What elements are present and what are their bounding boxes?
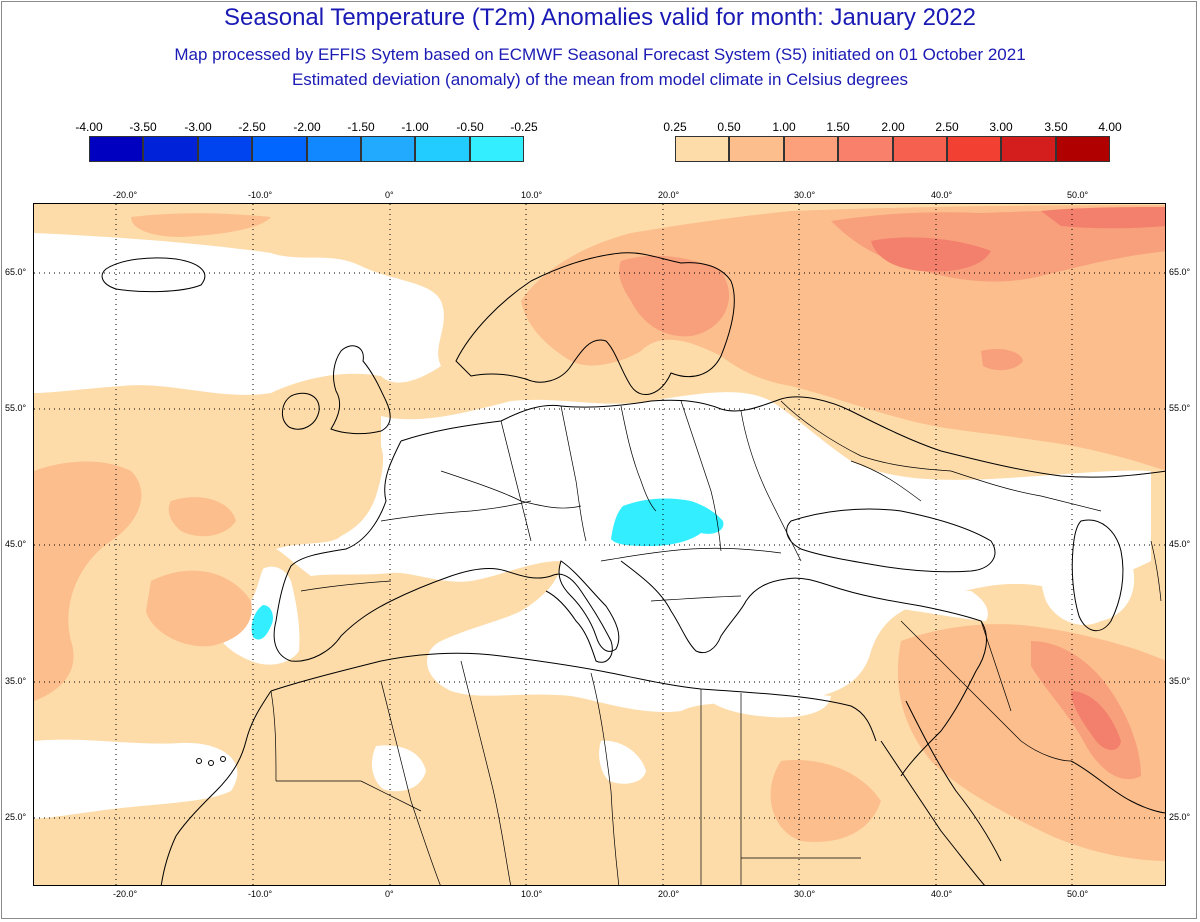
borders [270, 400, 1162, 885]
lon-label-bottom: -20.0° [113, 889, 138, 899]
lat-label-left: 45.0° [5, 539, 27, 549]
legend-cold-swatch [307, 136, 361, 162]
legend-cold-label: -2.50 [238, 120, 266, 134]
anomaly-neg-0-25-portugal [251, 605, 274, 640]
anomaly-0-5-mid-atlantic [168, 497, 236, 537]
lat-label-right: 35.0° [1169, 676, 1191, 686]
legend-warm-swatch [1001, 136, 1056, 162]
anomaly-0-5-iberia [146, 570, 252, 647]
legend-warm-swatch [729, 136, 784, 162]
legend-cold-label: -4.00 [75, 120, 103, 134]
lon-label-top: 20.0° [658, 190, 680, 200]
lon-label-top: 0° [385, 190, 394, 200]
lat-label-left: 25.0° [5, 812, 27, 822]
legend-cold-swatch [198, 136, 252, 162]
neutral-zone-atlantic-south [34, 739, 238, 819]
legend-cold-label: -2.00 [293, 120, 321, 134]
legend-cold-swatch [143, 136, 198, 162]
anomaly-1-0-finland [619, 255, 730, 337]
legend-cold-swatch [252, 136, 307, 162]
legend-cold-label: -0.50 [456, 120, 484, 134]
anomaly-neg-0-25-hungary [611, 498, 724, 546]
legend-cold-label: -3.00 [184, 120, 212, 134]
coastlines [101, 252, 1165, 885]
lat-label-left: 65.0° [5, 267, 27, 277]
lat-label-right: 55.0° [1169, 403, 1191, 413]
legend-warm-swatch [675, 136, 729, 162]
lat-label-left: 35.0° [5, 676, 27, 686]
legend-warm-label: 2.00 [881, 120, 905, 134]
legend-warm-label: 3.50 [1044, 120, 1068, 134]
map-title: Seasonal Temperature (T2m) Anomalies val… [224, 4, 976, 31]
neutral-zone-iceland [92, 258, 208, 296]
lon-label-top: 10.0° [521, 190, 543, 200]
lon-label-bottom: 30.0° [794, 889, 816, 899]
legend-warm-label: 0.25 [663, 120, 687, 134]
anomaly-0-5-atlantic-west [34, 461, 142, 701]
lat-label-left: 55.0° [5, 403, 27, 413]
legend-cold-swatch [89, 136, 143, 162]
legend-warm-label: 0.50 [717, 120, 741, 134]
anomaly-1-5-iran [1071, 691, 1121, 750]
legend-cold-swatch [415, 136, 470, 162]
anomaly-map-svg [34, 204, 1165, 885]
legend-warm-swatch [838, 136, 893, 162]
legend-cold-label: -1.00 [401, 120, 429, 134]
lon-label-bottom: 40.0° [931, 889, 953, 899]
legend-cold-label: -0.25 [510, 120, 538, 134]
legend-warm-label: 2.50 [935, 120, 959, 134]
lon-label-bottom: 0° [385, 889, 394, 899]
legend-warm-swatch [893, 136, 947, 162]
lon-label-top: 50.0° [1067, 190, 1089, 200]
legend-cold-swatch [470, 136, 524, 162]
map-subtitle-source: Map processed by EFFIS Sytem based on EC… [174, 45, 1026, 64]
legend-warm-swatch [784, 136, 838, 162]
lon-label-bottom: 50.0° [1067, 889, 1089, 899]
lon-label-top: 40.0° [931, 190, 953, 200]
legend-cold-label: -1.50 [347, 120, 375, 134]
anomaly-1-5-barents [871, 237, 991, 272]
lat-label-right: 25.0° [1169, 812, 1191, 822]
anomaly-map [33, 203, 1166, 886]
lat-label-right: 45.0° [1169, 539, 1191, 549]
legend-warm-label: 3.00 [989, 120, 1013, 134]
legend-warm-swatch [1056, 136, 1110, 162]
legend-warm-swatch [947, 136, 1001, 162]
legend-warm-label: 4.00 [1098, 120, 1122, 134]
anomaly-1-0-urals [981, 349, 1023, 371]
lon-label-bottom: -10.0° [248, 889, 273, 899]
map-subtitle-units: Estimated deviation (anomaly) of the mea… [291, 70, 909, 89]
lon-label-top: -20.0° [113, 190, 138, 200]
neutral-zone-caspian [1038, 529, 1135, 625]
anomaly-0-5-sahara-east [770, 760, 881, 842]
neutral-zone-anatolia [861, 561, 988, 621]
lat-label-right: 65.0° [1169, 267, 1191, 277]
anomaly-1-5-kara [1041, 207, 1165, 229]
neutral-zone-north-africa [599, 740, 646, 784]
anomaly-0-5-greenland-sea [131, 213, 271, 237]
neutral-zone-central-europe [276, 392, 1151, 713]
lon-label-top: -10.0° [248, 190, 273, 200]
legend-cold-label: -3.50 [129, 120, 157, 134]
lon-label-bottom: 20.0° [658, 889, 680, 899]
legend-cold-swatch [361, 136, 415, 162]
lon-label-bottom: 10.0° [521, 889, 543, 899]
legend-warm-label: 1.00 [772, 120, 796, 134]
legend-warm-label: 1.50 [826, 120, 850, 134]
lon-label-top: 30.0° [794, 190, 816, 200]
neutral-zone-sahara [371, 745, 426, 792]
